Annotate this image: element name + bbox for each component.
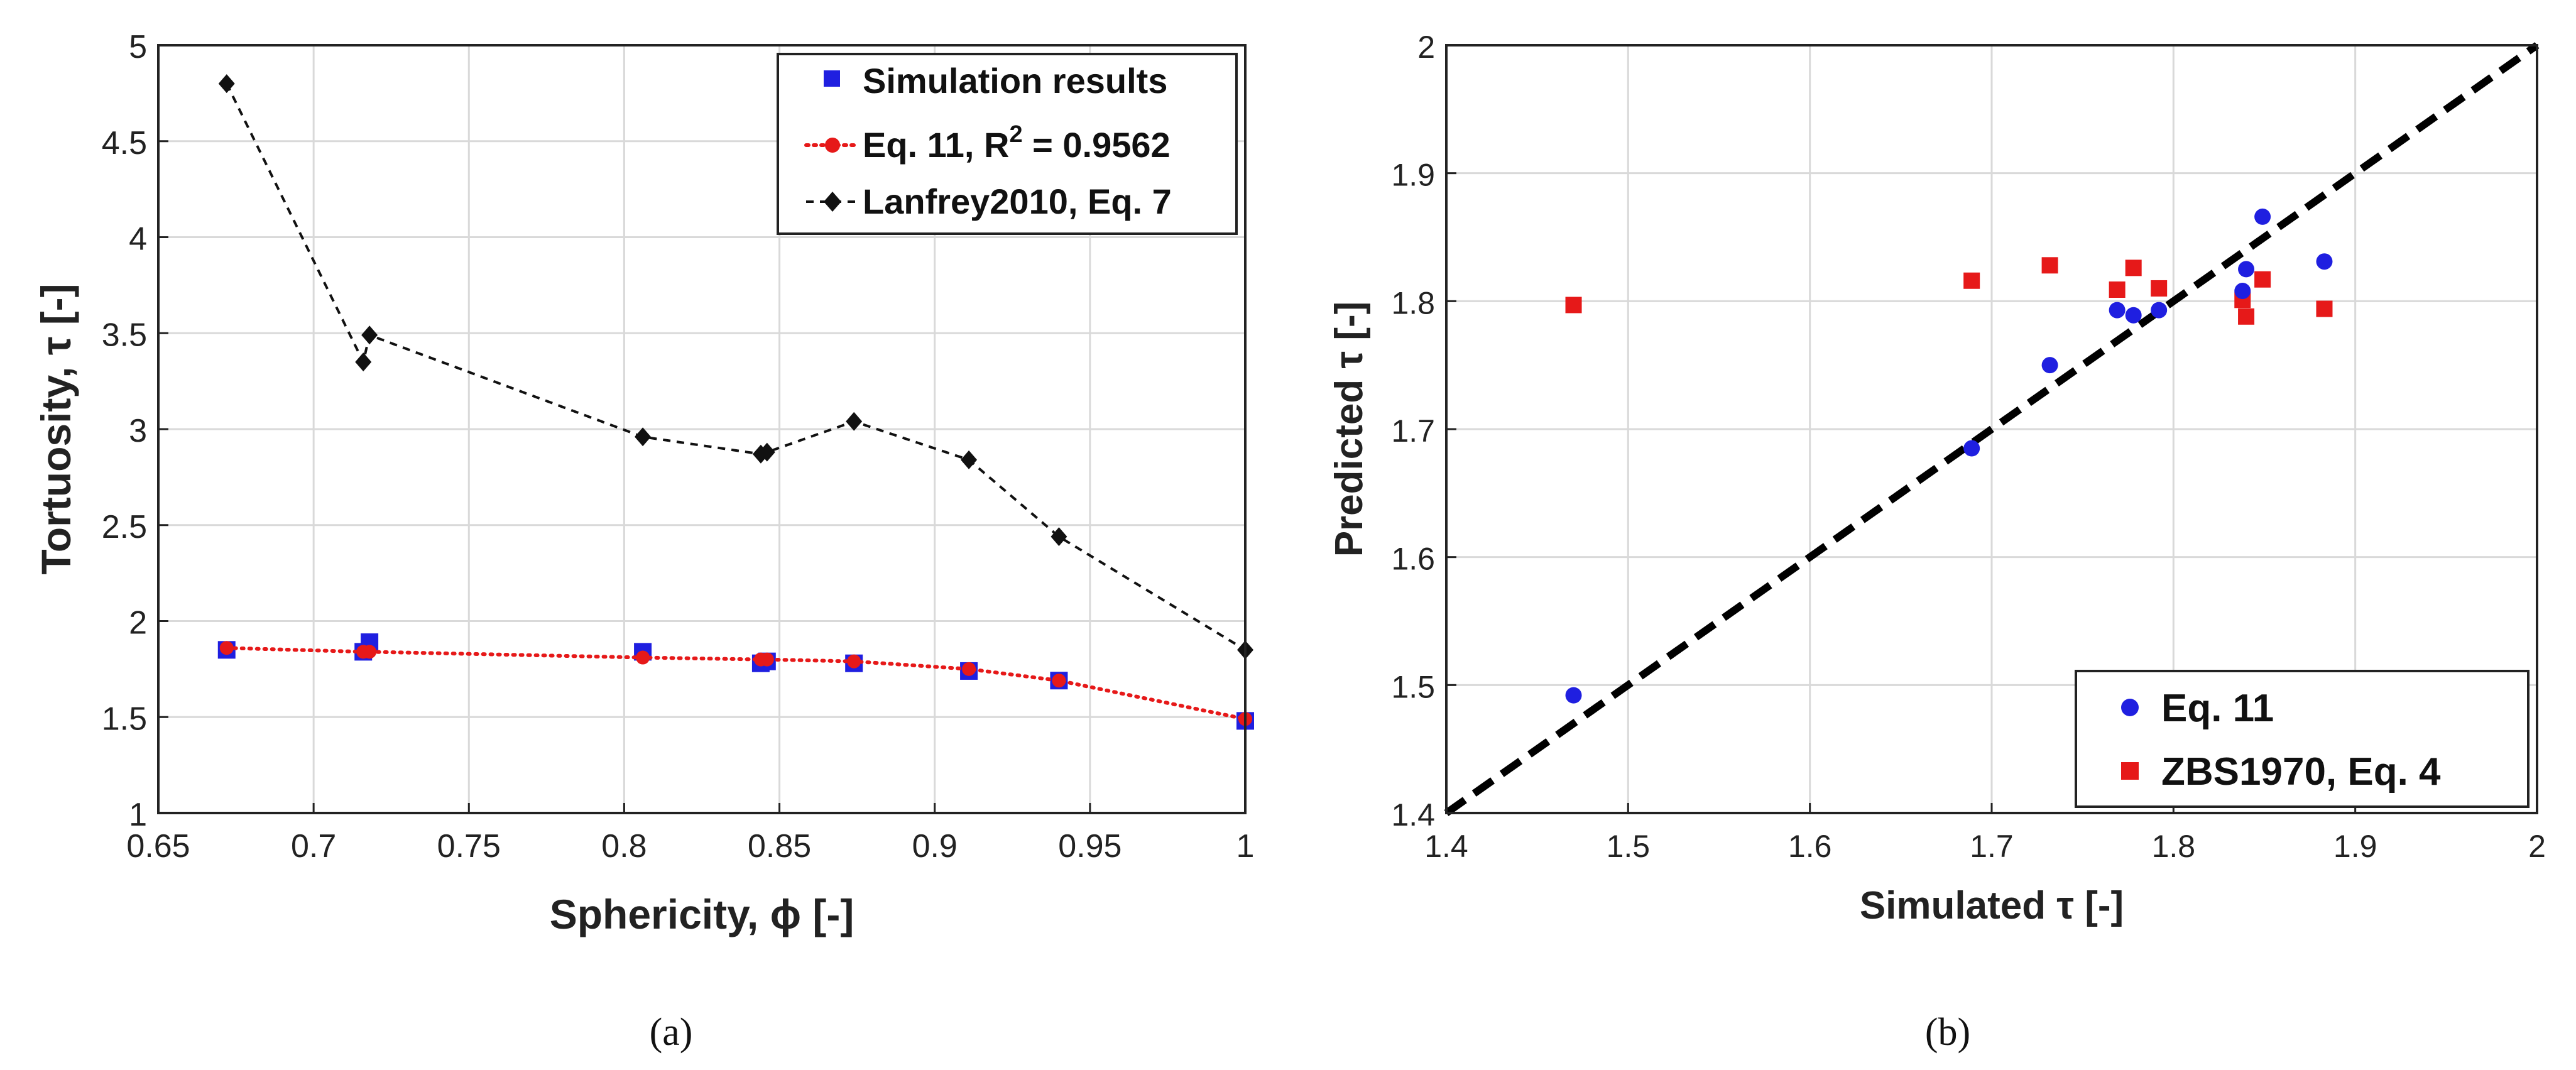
eq11-point: [760, 652, 774, 667]
eq11-b-point: [2238, 261, 2255, 278]
panel-b-ticks: 1.4 1.5 1.6 1.7 1.8 1.9 2 1.4 1.5 1.6 1.7 1.8 1.9 2: [1391, 30, 2545, 864]
y-tick-label: 1.8: [1391, 285, 1435, 320]
x-tick-label: 0.85: [748, 828, 811, 865]
panel-b-chart: 1.4 1.5 1.6 1.7 1.8 1.9 2 1.4 1.5 1.6 1.7 1.8 1.9 2 S…: [1328, 30, 2546, 1054]
eq11-b-point: [2041, 357, 2058, 374]
eq11-point: [363, 645, 377, 659]
lanfrey-point: [635, 427, 652, 447]
eq11-point: [847, 654, 861, 669]
eq11-b-point: [2234, 283, 2251, 300]
lanfrey-point: [846, 412, 863, 431]
lanfrey-point: [758, 442, 775, 462]
zbs-point: [2316, 300, 2333, 317]
legend-eq11-marker: [825, 138, 840, 153]
legend-eq11-b-marker: [2121, 699, 2139, 716]
zbs-point: [1565, 297, 1582, 314]
lanfrey-point: [1051, 527, 1067, 547]
zbs-point: [2041, 257, 2058, 274]
x-tick-label: 1.8: [2152, 829, 2196, 864]
panel-a-caption: (a): [650, 1011, 693, 1054]
panel-b-ylabel: Predicted τ [-]: [1328, 302, 1371, 557]
legend-simulation-label: Simulation results: [863, 61, 1167, 101]
eq11-point: [962, 662, 976, 676]
eq11-point: [636, 650, 650, 665]
eq11-b-point: [2109, 302, 2126, 319]
x-tick-label: 1: [1236, 828, 1255, 865]
x-tick-label: 1.6: [1788, 829, 1832, 864]
eq11-b-point: [2151, 302, 2168, 319]
eq11-point: [219, 641, 234, 655]
y-tick-label: 1: [129, 797, 147, 833]
x-tick-label: 1.5: [1607, 829, 1651, 864]
y-tick-label: 1.6: [1391, 542, 1435, 577]
y-tick-label: 1.7: [1391, 413, 1435, 449]
lanfrey-point: [361, 325, 378, 345]
y-tick-label: 5: [129, 29, 147, 65]
legend-lanfrey-marker: [824, 192, 841, 212]
lanfrey-point: [218, 74, 235, 94]
legend-lanfrey-label: Lanfrey2010, Eq. 7: [863, 182, 1172, 221]
y-tick-label: 1.9: [1391, 158, 1435, 193]
y-tick-label: 1.5: [102, 701, 147, 737]
y-tick-label: 1.5: [1391, 669, 1435, 704]
legend-eq11-label: Eq. 11, R2 = 0.9562: [863, 121, 1171, 165]
panel-a-ticks: 0.65 0.7 0.75 0.8 0.85 0.9 0.95 1 1 1.5 2 2.5 3 3.5 4 4…: [102, 29, 1255, 865]
panel-b-legend: Eq. 11 ZBS1970, Eq. 4: [2075, 670, 2530, 808]
x-tick-label: 2: [2528, 829, 2546, 864]
x-tick-label: 1.7: [1970, 829, 2014, 864]
legend-zbs-label: ZBS1970, Eq. 4: [2161, 750, 2441, 794]
panel-b-xlabel: Simulated τ [-]: [1860, 884, 2124, 927]
x-tick-label: 0.95: [1058, 828, 1122, 865]
x-tick-label: 0.75: [437, 828, 501, 865]
y-tick-label: 4.5: [102, 125, 147, 161]
zbs-point: [1963, 272, 1980, 289]
legend-simulation-marker: [824, 70, 840, 87]
panel-b-caption: (b): [1925, 1011, 1970, 1054]
eq11-b-point: [2254, 208, 2271, 225]
x-tick-label: 0.7: [291, 828, 336, 865]
y-tick-label: 4: [129, 221, 147, 258]
panel-a-ylabel: Tortuosity, τ [-]: [33, 283, 79, 574]
legend-zbs-marker: [2121, 762, 2139, 780]
zbs-point: [2151, 280, 2168, 297]
y-tick-label: 1.4: [1391, 797, 1435, 833]
panel-b-identity-line: [1444, 42, 2540, 816]
y-tick-label: 2: [129, 605, 147, 641]
zbs-point: [2125, 259, 2142, 276]
y-tick-label: 2.5: [102, 509, 147, 545]
x-tick-label: 0.65: [126, 828, 190, 865]
zbs-point: [2109, 281, 2126, 298]
x-tick-label: 1.4: [1424, 829, 1468, 864]
zbs-point: [2238, 308, 2255, 325]
eq11-b-point: [2125, 307, 2142, 324]
y-tick-label: 2: [1417, 30, 1435, 65]
eq11-b-point: [1565, 687, 1582, 704]
eq11-point: [1052, 674, 1066, 688]
panel-b-series: [1565, 208, 2333, 704]
legend-eq11-b-label: Eq. 11: [2161, 687, 2274, 730]
panel-b-legend-box: [2075, 670, 2530, 808]
eq11-b-point: [1963, 440, 1980, 457]
zbs-point: [2254, 271, 2271, 288]
eq11-b-point: [2316, 253, 2333, 270]
panel-a-chart: 0.65 0.7 0.75 0.8 0.85 0.9 0.95 1 1 1.5 2 2.5 3 3.5 4 4…: [33, 29, 1254, 1054]
x-tick-label: 0.9: [912, 828, 958, 865]
x-tick-label: 1.9: [2333, 829, 2377, 864]
lanfrey-point: [355, 352, 372, 372]
y-tick-label: 3: [129, 413, 147, 449]
x-tick-label: 0.8: [601, 828, 647, 865]
panel-a-legend: Simulation results Eq. 11, R2 = 0.9562 L…: [777, 53, 1238, 235]
panel-a-xlabel: Sphericity, ϕ [-]: [550, 891, 854, 937]
lanfrey-point: [961, 450, 978, 469]
y-tick-label: 3.5: [102, 317, 147, 353]
panel-a-series: [217, 74, 1254, 730]
